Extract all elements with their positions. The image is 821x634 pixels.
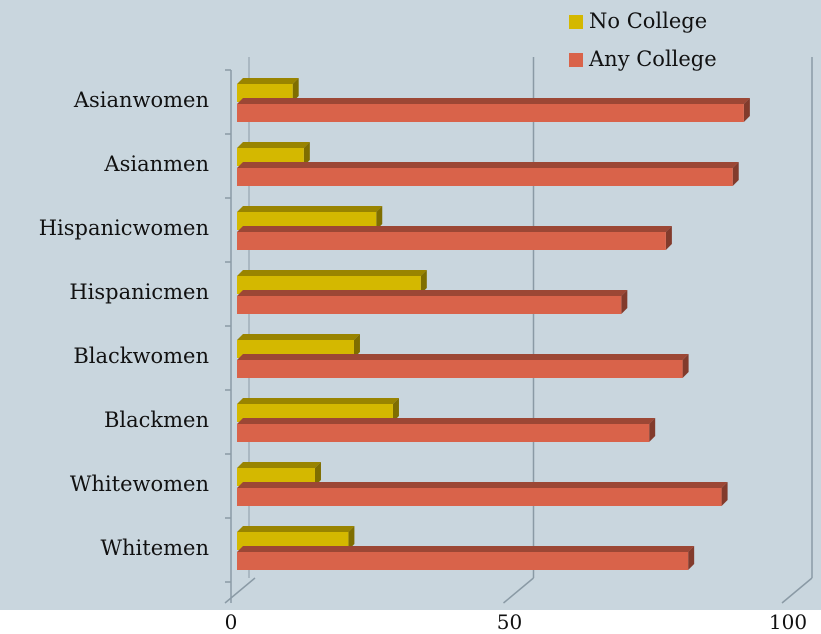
legend-swatch-any-college — [569, 53, 583, 67]
floor-gridline-50 — [503, 577, 534, 604]
bar-Whitemen-any-college — [237, 546, 695, 570]
category-label-Hispanicwomen: Hispanicwomen — [39, 216, 209, 240]
category-labels: Asianwomen Asianmen Hispanicwomen Hispanicm… — [39, 88, 209, 560]
bar-Whitewomen-any-college — [237, 482, 728, 506]
bar-Hispanicmen-any-college — [237, 290, 628, 314]
category-label-Blackmen: Blackmen — [104, 408, 209, 432]
category-label-Whitemen: Whitemen — [100, 536, 209, 560]
x-tick-label-100: 100 — [769, 610, 807, 634]
legend: No College Any College — [569, 9, 717, 71]
category-label-Asianmen: Asianmen — [103, 152, 209, 176]
bar-Blackwomen-any-college — [237, 354, 689, 378]
bar-Asianmen-any-college — [237, 162, 739, 186]
floor-gridline-0 — [224, 577, 256, 604]
category-label-Blackwomen: Blackwomen — [73, 344, 209, 368]
bar-Blackmen-any-college — [237, 418, 656, 442]
category-label-Whitewomen: Whitewomen — [70, 472, 209, 496]
tick-labels: 0 50 100 — [225, 610, 807, 634]
x-tick-label-0: 0 — [225, 610, 238, 634]
category-label-Asianwomen: Asianwomen — [73, 88, 209, 112]
bar-Hispanicmen-no-college — [237, 270, 427, 294]
legend-swatch-no-college — [569, 15, 583, 29]
bar-Hispanicwomen-no-college — [237, 206, 383, 230]
bar-Hispanicwomen-any-college — [237, 226, 672, 250]
bar-Whitemen-no-college — [237, 526, 355, 550]
bar-Asianwomen-any-college — [237, 98, 750, 122]
category-label-Hispanicmen: Hispanicmen — [69, 280, 209, 304]
bar-Asianmen-no-college — [237, 142, 310, 166]
bar-Whitewomen-no-college — [237, 462, 321, 486]
bar-Blackmen-no-college — [237, 398, 399, 422]
bar-Blackwomen-no-college — [237, 334, 360, 358]
x-tick-label-50: 50 — [497, 610, 522, 634]
legend-label-any-college: Any College — [588, 47, 717, 71]
bar-Asianwomen-no-college — [237, 78, 299, 102]
floor-gridline-100 — [781, 577, 813, 604]
legend-label-no-college: No College — [589, 9, 707, 33]
bars — [237, 78, 750, 570]
